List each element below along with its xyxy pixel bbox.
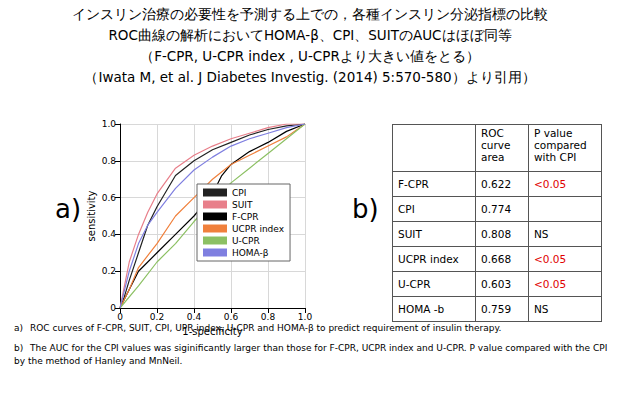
html-text:ROC曲線の解析においてHOMA-β、CPI、SUITのAU: ROC曲線の解析においてHOMA-β、CPI、SUITのAUCはほぼ同等	[108, 27, 512, 43]
svg-text:1.0: 1.0	[298, 312, 313, 322]
html-text:The AUC for the CPI values was: The AUC for the CPI values was siginific…	[14, 343, 608, 366]
svg-text:UCPR index: UCPR index	[232, 224, 285, 234]
html-text:ROC curve area: ROC curve area	[481, 127, 511, 163]
svg-text:sensitivity: sensitivity	[86, 190, 97, 241]
html-text:<0.05: <0.05	[534, 278, 567, 290]
html-text:P value compared with CPI: P value compared with CPI	[534, 127, 587, 163]
svg-text:0.8: 0.8	[261, 312, 276, 322]
html-text:<0.05: <0.05	[534, 253, 567, 265]
svg-text:CPI: CPI	[232, 188, 246, 198]
html-text:a): a)	[55, 194, 82, 224]
html-text:ROC curves of F-CPR, SUIT, CPI: ROC curves of F-CPR, SUIT, CPI, UPR inde…	[30, 323, 502, 333]
html-text:SUIT: SUIT	[398, 228, 422, 240]
svg-text:0: 0	[110, 303, 116, 313]
html-text:b): b)	[14, 343, 24, 353]
html-text:F-CPR: F-CPR	[398, 178, 429, 190]
html-text:0.774: 0.774	[481, 203, 512, 215]
svg-text:F-CPR: F-CPR	[232, 212, 258, 222]
html-text:a): a)	[14, 323, 23, 333]
html-text:0.808: 0.808	[481, 228, 512, 240]
html-text:0.622: 0.622	[481, 178, 512, 190]
svg-text:SUIT: SUIT	[232, 200, 253, 210]
svg-text:0.4: 0.4	[102, 229, 117, 239]
html-text:インスリン治療の必要性を予測する上での，各種インスリン分泌指: インスリン治療の必要性を予測する上での，各種インスリン分泌指標の比較	[72, 6, 548, 22]
html-text:U-CPR: U-CPR	[398, 278, 431, 290]
html-text:<0.05: <0.05	[534, 178, 567, 190]
html-text:0.759: 0.759	[481, 303, 512, 315]
svg-text:1.0: 1.0	[102, 119, 117, 129]
html-text:0.668: 0.668	[481, 253, 512, 265]
html-text:0.603: 0.603	[481, 278, 512, 290]
svg-text:0: 0	[117, 312, 123, 322]
svg-text:0.2: 0.2	[150, 312, 164, 322]
svg-text:0.4: 0.4	[187, 312, 202, 322]
svg-text:0.6: 0.6	[102, 193, 117, 203]
html-text:（Iwata M, et al. J Diabetes In: （Iwata M, et al. J Diabetes Investig. (2…	[84, 69, 536, 85]
html-text:CPI: CPI	[398, 203, 415, 215]
html-text:NS: NS	[534, 228, 549, 240]
svg-text:U-CPR: U-CPR	[232, 236, 260, 246]
svg-text:0.6: 0.6	[224, 312, 239, 322]
svg-text:0.2: 0.2	[102, 266, 116, 276]
svg-text:0.8: 0.8	[102, 156, 117, 166]
html-text:UCPR index: UCPR index	[398, 253, 459, 265]
html-text:NS: NS	[534, 303, 549, 315]
html-text:（F-CPR, U-CPR index , U-CPRより大: （F-CPR, U-CPR index , U-CPRより大きい値をとる）	[140, 48, 480, 64]
svg-text:HOMA-β: HOMA-β	[232, 248, 269, 258]
html-text:HOMA -b: HOMA -b	[398, 303, 445, 315]
html-text:b): b)	[352, 194, 379, 224]
